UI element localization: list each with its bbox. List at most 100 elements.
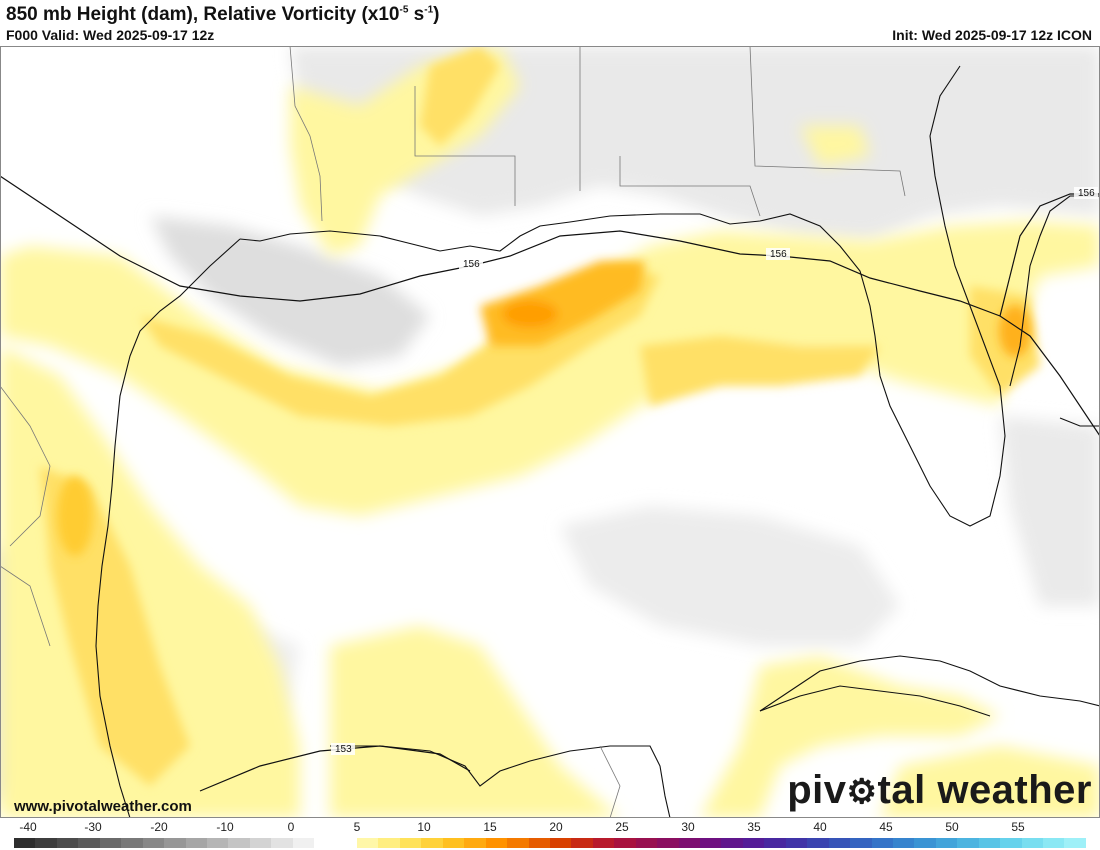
yellow-spot-ne — [800, 126, 870, 166]
gear-icon: ⚙ — [846, 773, 878, 811]
yellow-band-cuba — [700, 656, 1000, 818]
colorbar-swatch — [99, 838, 122, 848]
east-florida-coast — [1009, 195, 1100, 387]
yellow-strong-gulf — [640, 336, 880, 406]
contour-label-156-b: 156 — [770, 249, 787, 260]
colorbar-swatch — [828, 838, 851, 848]
orange-max-center — [502, 300, 558, 328]
colorbar-swatch — [592, 838, 615, 848]
colorbar-tick-label: 5 — [353, 820, 361, 834]
gray-region-east — [1000, 416, 1100, 606]
colorbar-swatch — [957, 838, 979, 848]
yellow-band-sw — [880, 746, 1100, 818]
colorbar-swatch — [571, 838, 593, 848]
contour-156-north — [0, 175, 1100, 437]
init-time: Init: Wed 2025-09-17 12z ICON — [892, 27, 1092, 43]
colorbar-tick-label: 25 — [615, 820, 629, 834]
contour-label-156-c: 156 — [1078, 188, 1095, 199]
colorbar-swatch — [871, 838, 893, 848]
colorbar-swatch — [185, 838, 207, 848]
coastlines — [95, 65, 1100, 818]
colorbar-swatch — [635, 838, 658, 848]
colorbar-swatch — [56, 838, 79, 848]
colorbar-swatch — [549, 838, 572, 848]
colorbar-swatch — [1064, 838, 1086, 848]
colorbar-tick-labels: -40 -30 -20 -10 0 5 10 15 20 25 30 35 40 45 50 55 — [0, 820, 1100, 836]
colorbar-swatch — [1000, 838, 1022, 848]
colorbar — [14, 838, 1086, 848]
colorbar-swatch — [614, 838, 636, 848]
cuba-south — [759, 685, 991, 717]
yellow-band-south — [330, 626, 620, 818]
colorbar-swatch — [249, 838, 272, 848]
colorbar-swatch — [206, 838, 229, 848]
colorbar-tick-label: -40 — [19, 820, 37, 834]
colorbar-swatch — [78, 838, 100, 848]
colorbar-tick-label: -20 — [150, 820, 168, 834]
header: 850 mb Height (dam), Relative Vorticity … — [0, 0, 1100, 46]
colorbar-swatch — [785, 838, 808, 848]
colorbar-swatch — [271, 838, 293, 848]
valid-time: F000 Valid: Wed 2025-09-17 12z — [6, 27, 215, 43]
colorbar-tick-label: 50 — [945, 820, 959, 834]
colorbar-swatch — [507, 838, 529, 848]
yellow-strong-main — [140, 266, 660, 426]
colorbar-tick-label: 35 — [747, 820, 761, 834]
colorbar-tick-label: 55 — [1011, 820, 1025, 834]
colorbar-swatch — [142, 838, 165, 848]
colorbar-swatch — [764, 838, 786, 848]
colorbar-swatch — [228, 838, 250, 848]
yellow-band-west — [0, 346, 300, 818]
colorbar-swatch — [914, 838, 936, 848]
colorbar-swatch — [14, 838, 36, 848]
gray-region-north — [0, 46, 1100, 241]
contour-label-156-a: 156 — [463, 259, 480, 270]
colorbar-swatch — [399, 838, 422, 848]
colorbar-tick-label: 45 — [879, 820, 893, 834]
colorbar-swatch — [700, 838, 722, 848]
colorbar-swatch — [742, 838, 765, 848]
colorbar-swatch — [35, 838, 57, 848]
colorbar-swatch — [528, 838, 550, 848]
map-title: 850 mb Height (dam), Relative Vorticity … — [6, 4, 440, 25]
colorbar-tick-label: 0 — [287, 820, 295, 834]
colorbar-swatch — [850, 838, 872, 848]
colorbar-swatch — [892, 838, 915, 848]
yucatan-coast — [330, 745, 671, 818]
contour-label-153: 153 — [335, 744, 352, 755]
colorbar-swatch — [378, 838, 400, 848]
website-credit: www.pivotalweather.com — [14, 798, 192, 815]
colorbar-swatch — [121, 838, 143, 848]
state-borders — [0, 46, 906, 818]
gray-region-texas-coast — [150, 216, 430, 366]
yellow-strong-north — [420, 46, 500, 146]
us-gulf-coast — [239, 65, 1006, 527]
texas-mexico-coast — [95, 238, 241, 818]
colorbar-swatch — [421, 838, 443, 848]
pivotal-weather-logo: piv⚙tal weather — [787, 768, 1092, 812]
colorbar-swatch — [978, 838, 1001, 848]
colorbar-swatch — [464, 838, 486, 848]
colorbar-tick-label: 10 — [417, 820, 431, 834]
colorbar-tick-label: 20 — [549, 820, 563, 834]
colorbar-swatch — [678, 838, 700, 848]
colorbar-tick-label: -10 — [216, 820, 234, 834]
colorbar-swatch — [1043, 838, 1065, 848]
colorbar-tick-label: -30 — [84, 820, 102, 834]
colorbar-swatch — [314, 838, 336, 848]
colorbar-swatch — [721, 838, 743, 848]
map-canvas: 156 156 156 153 — [0, 46, 1100, 818]
orange-max-west — [57, 476, 93, 556]
colorbar-swatch — [164, 838, 186, 848]
colorbar-swatch — [442, 838, 465, 848]
orange-max-florida — [999, 305, 1031, 357]
colorbar-tick-label: 15 — [483, 820, 497, 834]
colorbar-swatch — [807, 838, 829, 848]
positive-vorticity-max — [57, 261, 1031, 556]
colorbar-swatch — [292, 838, 315, 848]
gray-region-central-gulf — [560, 506, 900, 646]
colorbar-tick-label: 40 — [813, 820, 827, 834]
colorbar-tick-label: 30 — [681, 820, 695, 834]
cuba-coast — [759, 655, 1100, 712]
colorbar-swatch — [935, 838, 958, 848]
